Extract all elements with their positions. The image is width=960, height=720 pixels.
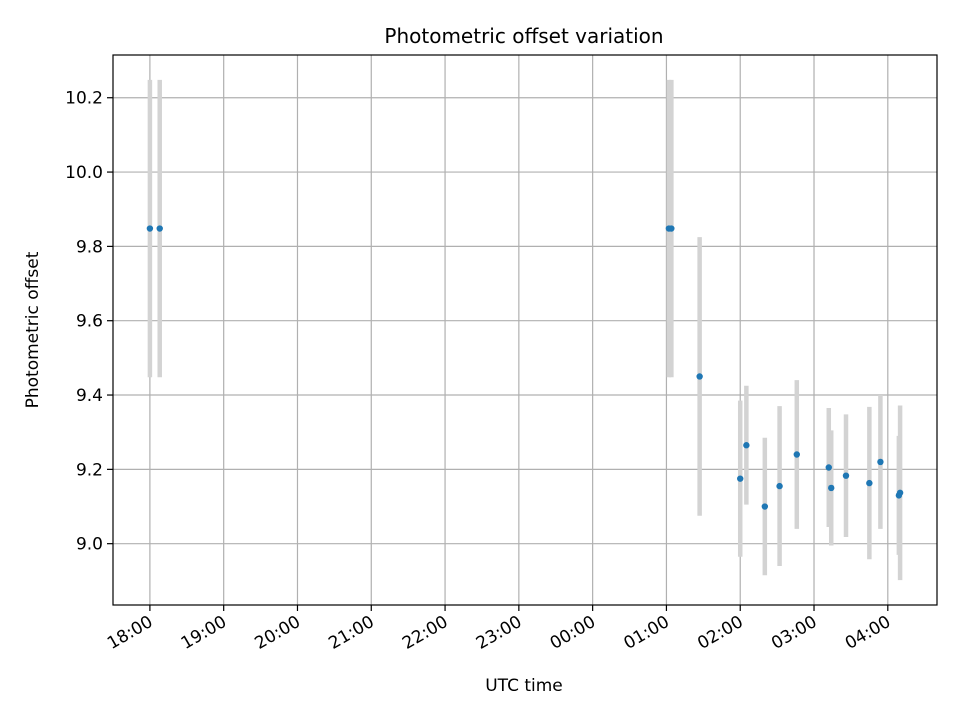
y-tick-label: 10.0	[65, 163, 103, 183]
data-point	[696, 373, 703, 380]
y-tick-label: 9.0	[76, 535, 103, 555]
point-layer	[146, 225, 904, 510]
data-point	[842, 472, 850, 479]
data-point	[737, 475, 744, 482]
data-point	[877, 458, 884, 466]
data-point	[825, 464, 832, 471]
y-axis-title: Photometric offset	[23, 251, 43, 408]
data-point	[866, 479, 873, 487]
data-point	[743, 442, 750, 449]
chart-title: Photometric offset variation	[384, 24, 663, 48]
data-point	[668, 225, 675, 232]
data-point	[828, 484, 835, 492]
data-point	[146, 225, 154, 232]
data-point	[896, 489, 904, 496]
plot-frame	[112, 54, 938, 606]
data-point	[761, 503, 769, 510]
y-tick-label: 9.6	[76, 312, 103, 332]
x-axis-title: UTC time	[485, 676, 563, 696]
data-point	[793, 451, 800, 458]
grid-layer	[113, 55, 937, 605]
y-tick-label: 9.8	[76, 237, 103, 257]
y-tick-label: 10.2	[65, 89, 103, 109]
data-point	[156, 225, 163, 232]
y-tick-label: 9.4	[76, 386, 103, 406]
data-point	[776, 482, 783, 490]
y-tick-label: 9.2	[76, 460, 103, 480]
